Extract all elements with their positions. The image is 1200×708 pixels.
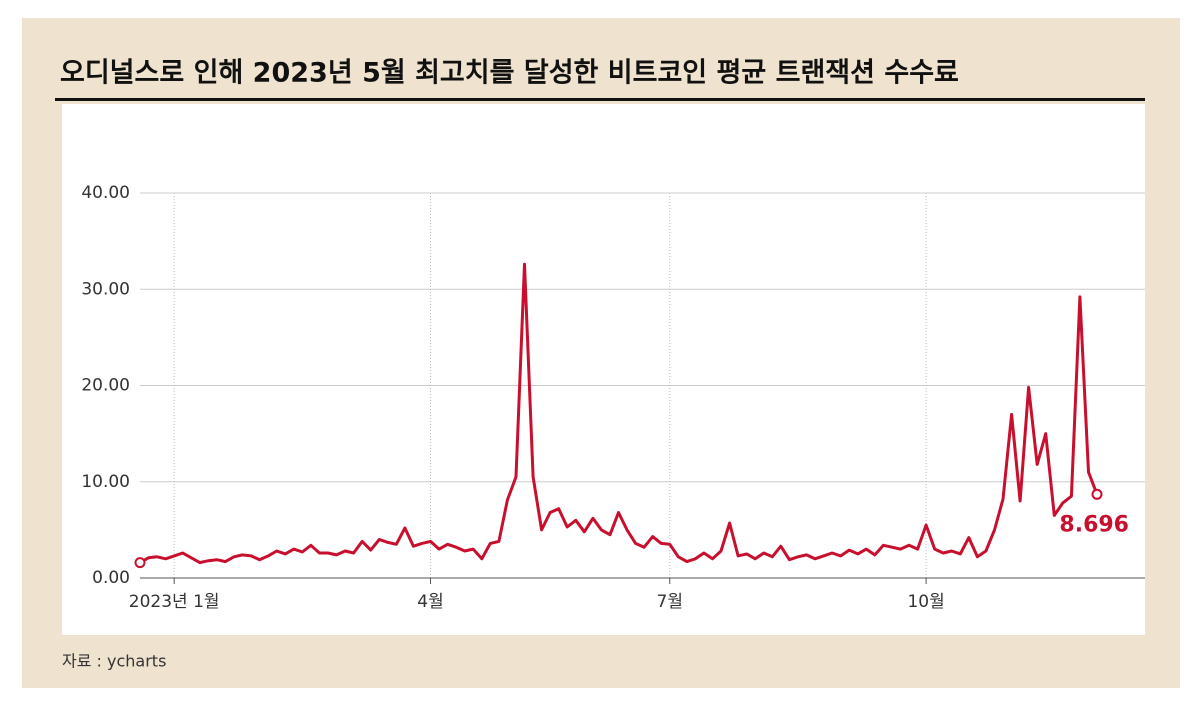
- title-rule: [55, 98, 1145, 101]
- x-tick-label: 4월: [417, 592, 443, 612]
- x-tick-label: 7월: [657, 592, 683, 612]
- y-tick-label: 0.00: [92, 568, 130, 588]
- source: 자료 : ycharts: [62, 652, 166, 671]
- end-marker: [134, 557, 146, 569]
- value-label: 8.696: [1059, 512, 1129, 537]
- y-tick-label: 20.00: [81, 376, 130, 396]
- end-marker: [1091, 488, 1103, 500]
- y-tick-label: 30.00: [81, 279, 130, 299]
- plot-panel: [62, 104, 1145, 635]
- x-tick-label: 10월: [907, 592, 944, 612]
- x-tick-label: 2023년 1월: [129, 592, 220, 612]
- y-tick-label: 10.00: [81, 472, 130, 492]
- chart-title: 오디널스로 인해 2023년 5월 최고치를 달성한 비트코인 평균 트랜잭션 …: [60, 58, 959, 89]
- y-tick-label: 40.00: [81, 183, 130, 203]
- data-line: [139, 262, 1099, 565]
